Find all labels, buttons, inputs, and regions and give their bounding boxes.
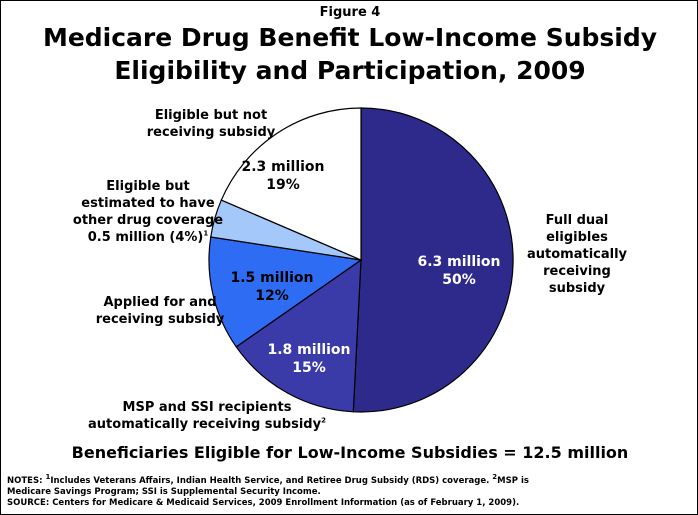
notes-line2: Medicare Savings Program; SSI is Supplem…: [7, 487, 321, 497]
slice-label-applied: 1.5 million 12%: [230, 270, 314, 304]
pie-slice-full-dual: [352, 107, 514, 413]
pie-slice-applied: [208, 236, 363, 348]
category-label-msp: MSP and SSI recipients automatically rec…: [88, 400, 326, 432]
slice-label-msp: 1.8 million 15%: [267, 342, 351, 376]
notes: NOTES: 1Includes Veterans Affairs, India…: [7, 473, 695, 509]
figure-label: Figure 4: [319, 5, 381, 20]
pie-slice-not-receiving: [220, 107, 362, 261]
source-line: SOURCE: Centers for Medicare & Medicaid …: [7, 498, 520, 508]
category-label-other-coverage: Eligible but estimated to have other dru…: [72, 179, 224, 245]
slice-label-not-receiving: 2.3 million 19%: [241, 159, 325, 193]
category-label-full-dual: Full dual eligibles automatically receiv…: [526, 213, 628, 296]
slice-label-full-dual: 6.3 million 50%: [417, 254, 501, 288]
category-label-not-receiving: Eligible but not receiving subsidy: [146, 108, 276, 140]
pie-slice-msp-ssi: [235, 258, 362, 413]
notes-line1: NOTES: 1Includes Veterans Affairs, India…: [7, 473, 529, 486]
total-eligible-label: Beneficiaries Eligible for Low-Income Su…: [71, 443, 629, 462]
chart-title-line2: Eligibility and Participation, 2009: [114, 56, 586, 85]
chart-title-line1: Medicare Drug Benefit Low-Income Subsidy: [42, 23, 658, 52]
category-label-applied: Applied for and receiving subsidy: [95, 295, 225, 327]
